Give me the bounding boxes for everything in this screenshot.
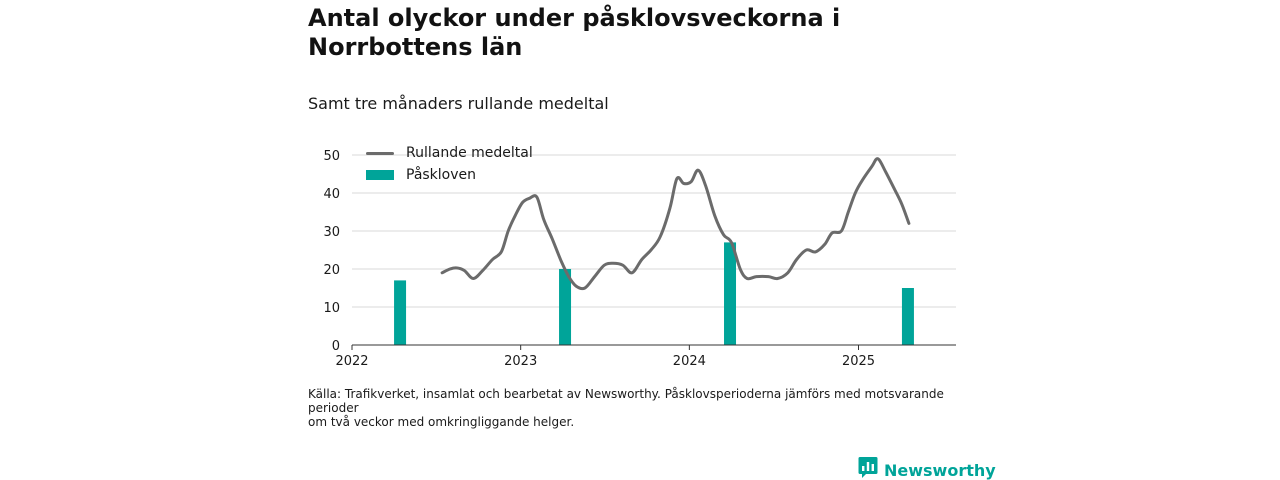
legend-line-swatch xyxy=(366,151,394,155)
x-tick-label: 2022 xyxy=(335,354,368,369)
brand[interactable]: Newsworthy xyxy=(858,456,996,480)
chart-subtitle: Samt tre månaders rullande medeltal xyxy=(308,94,609,113)
y-tick-label: 50 xyxy=(323,149,340,164)
chart-title: Antal olyckor under påsklovsveckorna i N… xyxy=(308,4,841,61)
y-tick-label: 20 xyxy=(323,263,340,278)
paskloven-bar xyxy=(724,242,737,345)
y-tick-label: 10 xyxy=(323,301,340,316)
chart-legend: Rullande medeltal Påskloven xyxy=(366,142,533,186)
source-line-1: Källa: Trafikverket, insamlat och bearbe… xyxy=(308,387,944,415)
source-note: Källa: Trafikverket, insamlat och bearbe… xyxy=(308,387,948,429)
x-tick-label: 2024 xyxy=(673,354,706,369)
paskloven-bar xyxy=(901,288,914,345)
legend-label-bar: Påskloven xyxy=(406,167,477,183)
source-line-2: om två veckor med omkringliggande helger… xyxy=(308,415,575,429)
y-tick-label: 0 xyxy=(332,339,340,354)
brand-name: Newsworthy xyxy=(884,460,996,480)
newsworthy-logo-icon xyxy=(858,456,878,480)
legend-item-line: Rullande medeltal xyxy=(366,142,533,164)
legend-bar-swatch xyxy=(366,170,394,180)
rolling-average-line xyxy=(440,157,911,291)
paskloven-bar xyxy=(394,280,407,345)
legend-item-bar: Påskloven xyxy=(366,164,533,186)
x-tick-label: 2025 xyxy=(842,354,875,369)
paskloven-bar xyxy=(559,269,572,345)
legend-label-line: Rullande medeltal xyxy=(406,145,533,161)
x-tick-label: 2023 xyxy=(504,354,537,369)
y-tick-label: 40 xyxy=(323,187,340,202)
y-tick-label: 30 xyxy=(323,225,340,240)
